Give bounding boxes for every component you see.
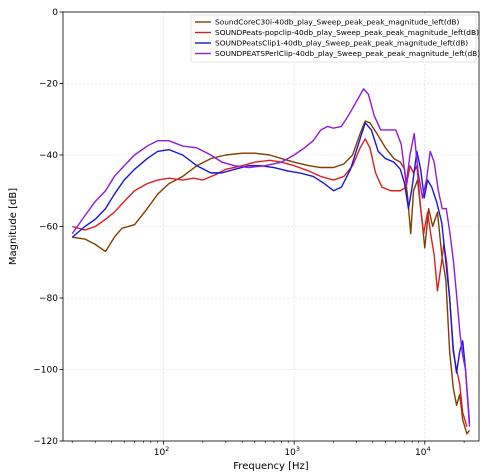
y-tick-label: 0 <box>52 8 58 18</box>
legend: SoundCoreC30i-40db_play_Sweep_peak_peak_… <box>190 14 480 63</box>
legend-box <box>190 14 477 63</box>
legend-entry-label: SoundCoreC30i-40db_play_Sweep_peak_peak_… <box>215 18 459 27</box>
legend-entry-label: SOUNDPeats-popclip-40db_play_Sweep_peak_… <box>215 28 479 37</box>
series-line-3 <box>71 122 471 424</box>
series-line-2 <box>72 138 468 427</box>
y-tick-label: −20 <box>39 80 58 90</box>
x-tick-exponent: 3 <box>296 445 300 453</box>
series-line-1 <box>72 120 471 435</box>
y-tick-label: −120 <box>33 437 58 447</box>
x-tick-exponent: 2 <box>165 445 169 453</box>
y-tick-label: −60 <box>39 223 58 233</box>
series-line-4 <box>71 88 471 427</box>
series-lines <box>71 88 471 435</box>
y-tick-label: −40 <box>39 151 58 161</box>
legend-entry-label: SOUNDPEATSPerlClip-40db_play_Sweep_peak_… <box>215 49 480 58</box>
y-axis-label: Magnitude [dB] <box>8 188 19 265</box>
y-tick-label: −80 <box>39 294 58 304</box>
x-axis-label: Frequency [Hz] <box>233 461 309 472</box>
x-tick-exponent: 4 <box>426 445 430 453</box>
legend-entry-label: SOUNDPeatsClip1-40db_play_Sweep_peak_pea… <box>215 39 468 48</box>
y-tick-label: −100 <box>33 366 58 376</box>
